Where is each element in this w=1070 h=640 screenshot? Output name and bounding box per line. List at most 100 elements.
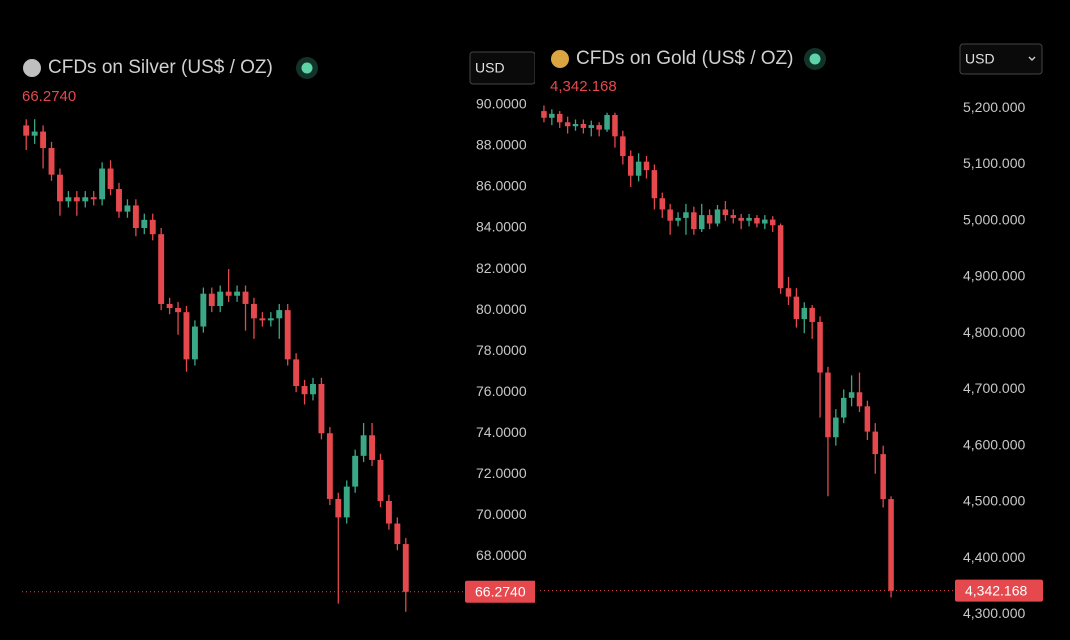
candle-body — [588, 125, 595, 128]
status-dot — [301, 62, 313, 74]
candle-body — [604, 114, 610, 130]
candle-body — [556, 113, 563, 123]
candle-body — [90, 197, 97, 200]
candle-body — [777, 225, 784, 289]
y-tick-label: 5,000.000 — [963, 211, 1025, 227]
last-price-tag-label: 66.2740 — [475, 584, 526, 600]
chart-title: CFDs on Gold (US$ / OZ) — [576, 48, 794, 69]
candle-body — [572, 123, 579, 127]
candle-body — [785, 288, 792, 297]
candle-body — [301, 386, 308, 395]
y-tick-label: 4,400.000 — [963, 549, 1025, 565]
candle-body — [596, 125, 602, 130]
y-tick-label: 4,300.000 — [963, 605, 1025, 621]
currency-select[interactable] — [469, 51, 535, 85]
candle-body — [335, 498, 342, 518]
y-tick-label: 5,100.000 — [963, 155, 1025, 171]
candle-body — [635, 161, 642, 176]
candle-body — [541, 111, 547, 118]
y-tick-label: 4,600.000 — [963, 436, 1025, 452]
candle-body — [888, 499, 894, 591]
candle-body — [856, 392, 863, 407]
panel-background — [0, 0, 535, 640]
candle-body — [369, 435, 375, 460]
status-dot — [809, 53, 821, 65]
candle-body — [825, 372, 831, 438]
candle-body — [667, 209, 673, 221]
candle-body — [82, 197, 89, 202]
y-tick-label: 70.0000 — [476, 506, 527, 522]
candle-body — [730, 215, 737, 218]
candle-body — [360, 435, 367, 456]
candle-body — [259, 318, 266, 321]
candle-body — [352, 455, 359, 487]
candle-body — [620, 136, 626, 157]
y-tick-label: 80.0000 — [476, 301, 527, 317]
candle-body — [714, 209, 721, 224]
last-price: 4,342.168 — [550, 78, 617, 95]
candle-body — [872, 431, 879, 455]
candle-body — [659, 198, 666, 210]
candle-body — [683, 212, 689, 218]
candle-body — [23, 125, 30, 136]
chart-title: CFDs on Silver (US$ / OZ) — [48, 57, 273, 78]
candle-body — [880, 454, 886, 500]
candle-body — [377, 459, 384, 501]
candle-body — [580, 123, 587, 128]
candle-body — [183, 312, 190, 360]
candle-body — [738, 217, 744, 221]
candle-body — [675, 217, 681, 221]
candle-body — [318, 383, 325, 434]
candle-body — [73, 197, 80, 202]
candle-body — [166, 303, 173, 309]
candle-body — [612, 114, 618, 137]
candle-body — [394, 523, 401, 545]
currency-select[interactable] — [959, 43, 1043, 75]
candle-body — [762, 219, 768, 224]
y-tick-label: 86.0000 — [476, 178, 527, 194]
candle-body — [276, 310, 283, 319]
y-tick-label: 88.0000 — [476, 137, 527, 153]
candle-body — [793, 296, 800, 320]
candle-body — [549, 113, 555, 118]
y-tick-label: 4,900.000 — [963, 268, 1025, 284]
candle-body — [833, 417, 839, 438]
candle-body — [48, 147, 55, 175]
candle-body — [251, 303, 257, 319]
last-price-tag — [465, 580, 535, 603]
candle-body — [208, 293, 215, 307]
candle-body — [175, 308, 181, 313]
y-tick-label: 68.0000 — [476, 547, 527, 563]
candle-body — [242, 291, 249, 304]
y-tick-label: 4,800.000 — [963, 324, 1025, 340]
candle-body — [99, 168, 106, 200]
candle-body — [564, 122, 571, 127]
candle-body — [141, 219, 148, 229]
candle-body — [234, 291, 241, 296]
candle-body — [385, 500, 392, 524]
last-price-tag-label: 4,342.168 — [965, 582, 1027, 598]
instrument-icon — [23, 59, 41, 77]
candle-body — [769, 219, 776, 226]
y-tick-label: 4,700.000 — [963, 380, 1025, 396]
candle-body — [200, 293, 207, 327]
currency-label: USD — [965, 51, 995, 67]
instrument-icon — [551, 50, 569, 68]
y-tick-label: 78.0000 — [476, 342, 527, 358]
candle-body — [801, 307, 808, 320]
candle-body — [149, 219, 156, 235]
candle-body — [722, 209, 729, 216]
candle-body — [817, 321, 823, 373]
candle-body — [132, 205, 139, 229]
candle-body — [402, 544, 409, 592]
candle-body — [840, 397, 847, 418]
candle-body — [284, 310, 291, 360]
candle-body — [217, 291, 224, 307]
y-tick-label: 84.0000 — [476, 219, 527, 235]
candle-body — [65, 197, 72, 202]
candle-body — [124, 205, 131, 212]
candle-body — [57, 174, 63, 202]
candle-body — [627, 156, 634, 176]
